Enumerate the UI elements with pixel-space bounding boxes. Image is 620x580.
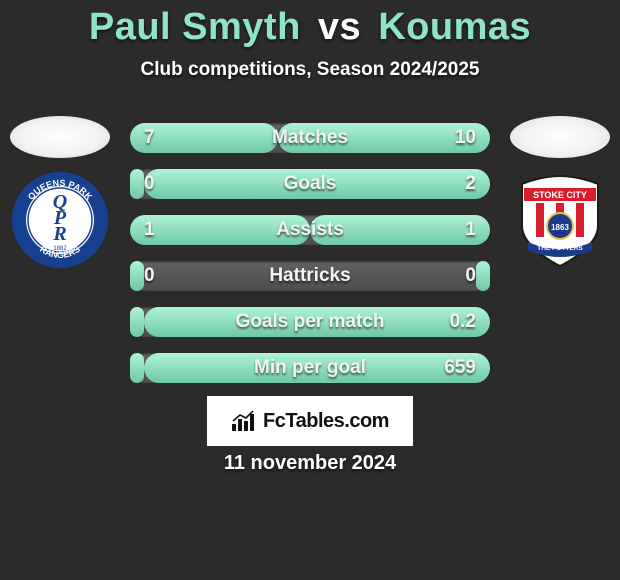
stat-row: 02Goals xyxy=(130,166,490,202)
stoke-crest: STOKE CITY 1863 THE POTTERS xyxy=(510,170,610,270)
player2-avatar xyxy=(510,116,610,158)
svg-text:THE POTTERS: THE POTTERS xyxy=(537,245,583,252)
qpr-crest: QUEENS PARK RANGERS Q P R 1882 xyxy=(10,170,110,270)
svg-text:R: R xyxy=(52,223,66,245)
stat-label: Matches xyxy=(130,120,490,156)
svg-text:1863: 1863 xyxy=(551,223,569,232)
stat-row: 659Min per goal xyxy=(130,350,490,386)
qpr-crest-svg: QUEENS PARK RANGERS Q P R 1882 xyxy=(10,170,110,270)
stat-row: 0.2Goals per match xyxy=(130,304,490,340)
stat-label: Assists xyxy=(130,212,490,248)
stat-row: 00Hattricks xyxy=(130,258,490,294)
date-label: 11 november 2024 xyxy=(0,452,620,475)
stat-row: 11Assists xyxy=(130,212,490,248)
svg-text:STOKE CITY: STOKE CITY xyxy=(533,190,587,200)
player2-name: Koumas xyxy=(378,6,531,48)
player1-avatar xyxy=(10,116,110,158)
stat-row: 710Matches xyxy=(130,120,490,156)
subtitle: Club competitions, Season 2024/2025 xyxy=(0,59,620,81)
brand-icon xyxy=(231,410,257,432)
stat-rows: 710Matches 02Goals 11Assists 00Hattricks 0.2… xyxy=(130,120,490,396)
stat-label: Goals xyxy=(130,166,490,202)
page-title: Paul Smyth vs Koumas xyxy=(0,0,620,49)
stat-label: Min per goal xyxy=(130,350,490,386)
stat-label: Hattricks xyxy=(130,258,490,294)
stat-label: Goals per match xyxy=(130,304,490,340)
vs-label: vs xyxy=(318,6,361,48)
svg-text:1882: 1882 xyxy=(53,246,67,252)
player1-name: Paul Smyth xyxy=(89,6,301,48)
stoke-crest-svg: STOKE CITY 1863 THE POTTERS xyxy=(510,170,610,270)
comparison-card: Paul Smyth vs Koumas Club competitions, … xyxy=(0,0,620,580)
brand-box: FcTables.com xyxy=(207,396,413,446)
brand-text: FcTables.com xyxy=(263,410,389,433)
